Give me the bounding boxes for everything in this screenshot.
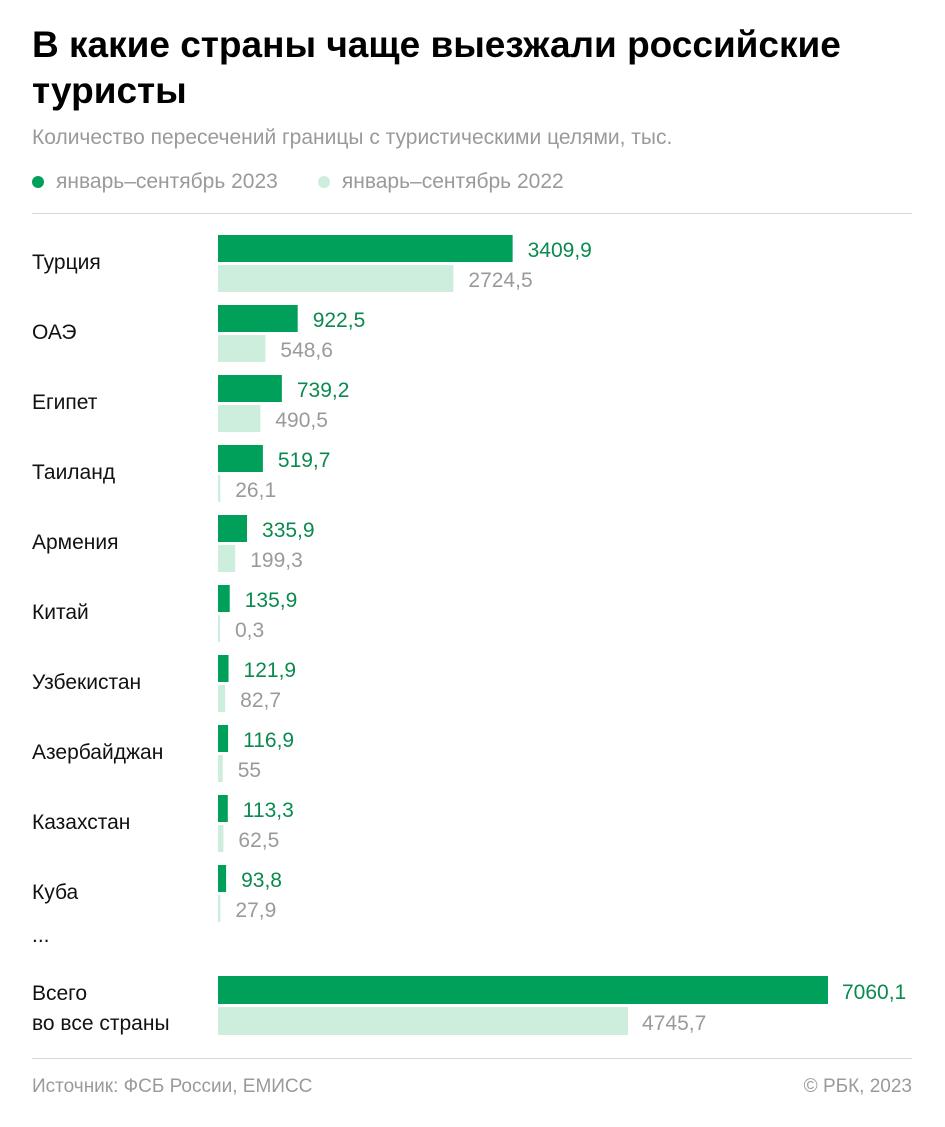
- bar-2022: [218, 685, 226, 712]
- value-label-2023: 739,2: [297, 379, 350, 402]
- value-label-2023: 121,9: [244, 659, 297, 682]
- category-label: Азербайджан: [32, 741, 163, 764]
- chart-title: В какие страны чаще выезжали российские …: [32, 24, 841, 111]
- legend-label-2023: январь–сентябрь 2023: [56, 170, 278, 193]
- bar-2023: [218, 375, 282, 402]
- bar-2022: [218, 615, 220, 642]
- bar-2022: [218, 755, 223, 782]
- bar-2023: [218, 305, 298, 332]
- category-label: Турция: [32, 251, 101, 274]
- category-label: Армения: [32, 531, 119, 554]
- category-label: Куба: [32, 881, 79, 904]
- category-label: Таиланд: [32, 461, 115, 484]
- category-label: Китай: [32, 601, 89, 624]
- value-label-2023: 335,9: [262, 519, 315, 542]
- bar-2022: [218, 825, 224, 852]
- chart-legend: январь–сентябрь 2023 январь–сентябрь 202…: [32, 170, 564, 194]
- category-label: Казахстан: [32, 811, 130, 834]
- value-label-2022: 2724,5: [468, 269, 532, 292]
- total-bar-2023: [218, 976, 828, 1004]
- legend-dot-2023: [32, 176, 44, 188]
- bar-2022: [218, 475, 221, 502]
- value-label-2023: 93,8: [241, 869, 282, 892]
- category-label: Узбекистан: [32, 671, 141, 694]
- bar-2023: [218, 445, 263, 472]
- value-label-2022: 82,7: [240, 689, 281, 712]
- bar-2023: [218, 725, 229, 752]
- bar-2023: [218, 795, 228, 822]
- category-label: ОАЭ: [32, 321, 77, 344]
- value-label-2023: 116,9: [243, 729, 294, 752]
- legend-label-2022: январь–сентябрь 2022: [341, 170, 564, 193]
- bar-2023: [218, 515, 248, 542]
- value-label-2023: 922,5: [313, 309, 366, 332]
- value-label-2023: 113,3: [243, 799, 294, 822]
- bar-2023: [218, 585, 230, 612]
- bar-2023: [218, 235, 513, 262]
- legend-item-2023: январь–сентябрь 2023: [32, 170, 278, 194]
- value-label-2022: 26,1: [235, 479, 276, 502]
- bar-2023: [218, 865, 227, 892]
- value-label-2022: 548,6: [280, 339, 333, 362]
- value-label-2022: 199,3: [250, 549, 303, 572]
- bar-2022: [218, 405, 261, 432]
- total-label-line2: во все страны: [32, 1012, 170, 1035]
- total-label-line1: Всего: [32, 982, 87, 1005]
- category-label: Египет: [32, 391, 98, 414]
- value-label-2022: 55: [238, 759, 261, 782]
- value-label-2022: 490,5: [275, 409, 328, 432]
- total-value-label-2023: 7060,1: [842, 981, 906, 1004]
- more-countries-ellipsis: ...: [32, 924, 50, 947]
- value-label-2023: 135,9: [245, 589, 298, 612]
- bar-2022: [218, 545, 236, 572]
- chart-subtitle: Количество пересечений границы с туристи…: [32, 126, 673, 149]
- total-value-label-2022: 4745,7: [642, 1012, 706, 1035]
- value-label-2022: 0,3: [235, 619, 264, 642]
- value-label-2022: 27,9: [235, 899, 276, 922]
- value-label-2022: 62,5: [238, 829, 279, 852]
- legend-dot-2022: [317, 176, 330, 188]
- top-divider: [32, 213, 912, 214]
- bottom-divider: [32, 1058, 912, 1059]
- bar-2022: [218, 335, 266, 362]
- bar-2023: [218, 655, 229, 682]
- bar-2022: [218, 265, 454, 292]
- value-label-2023: 3409,9: [528, 239, 592, 262]
- total-bar-2022: [218, 1007, 629, 1035]
- legend-item-2022: январь–сентябрь 2022: [317, 170, 564, 194]
- value-label-2023: 519,7: [278, 449, 331, 472]
- source-note: Источник: ФСБ России, ЕМИСС: [32, 1076, 313, 1097]
- copyright-note: © РБК, 2023: [803, 1076, 912, 1097]
- bar-2022: [218, 895, 221, 922]
